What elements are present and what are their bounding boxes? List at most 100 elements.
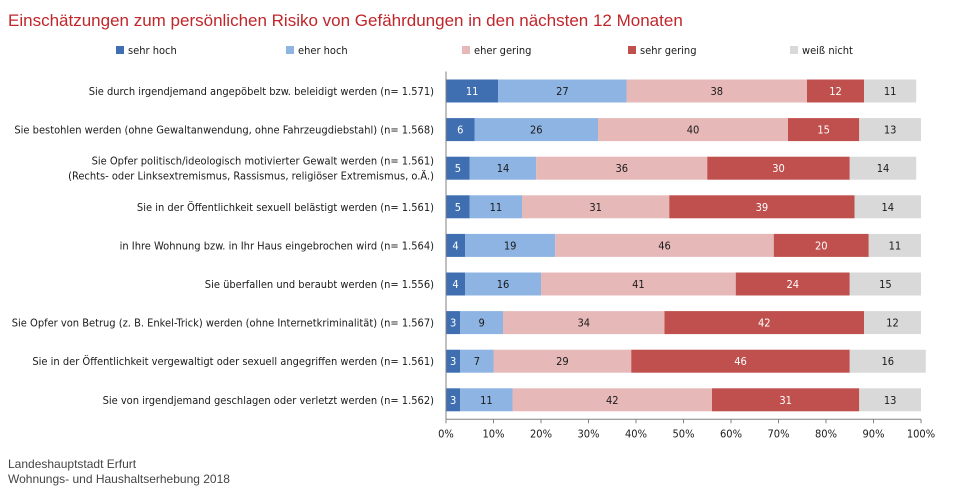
x-tick-label: 30% (578, 427, 600, 440)
value-label: 24 (786, 278, 799, 291)
value-label: 11 (889, 239, 902, 252)
bar-segment (498, 79, 627, 103)
legend-label: eher hoch (298, 44, 348, 57)
value-label: 3 (450, 394, 456, 407)
legend-swatch (462, 46, 470, 54)
value-label: 15 (879, 278, 892, 291)
bar-segment (849, 349, 926, 373)
value-label: 4 (452, 278, 458, 291)
legend-swatch (116, 46, 124, 54)
value-label: 5 (455, 162, 461, 175)
value-label: 14 (877, 162, 890, 175)
bar-segment (541, 272, 736, 296)
bar-segment (446, 233, 465, 257)
bar-segment (522, 195, 670, 219)
bar-segment (849, 156, 917, 180)
value-label: 27 (556, 85, 569, 98)
value-label: 3 (450, 317, 456, 330)
bar-segment (469, 156, 537, 180)
x-tick-label: 100% (907, 427, 935, 440)
bar-segment (598, 118, 788, 142)
bar-segment (465, 272, 541, 296)
value-label: 20 (815, 239, 828, 252)
value-label: 13 (884, 124, 897, 137)
value-label: 41 (632, 278, 645, 291)
value-label: 14 (497, 162, 510, 175)
bar-segment (664, 311, 864, 335)
category-label: in Ihre Wohnung bzw. in Ihr Haus eingebr… (120, 239, 435, 252)
x-tick-label: 20% (530, 427, 552, 440)
value-label: 16 (497, 278, 510, 291)
x-tick-label: 70% (768, 427, 790, 440)
source-line-1: Landeshauptstadt Erfurt (8, 457, 137, 471)
category-label: Sie durch irgendjemand angepöbelt bzw. b… (89, 85, 434, 98)
category-label: Sie von irgendjemand geschlagen oder ver… (103, 394, 435, 407)
category-label: Sie in der Öffentlichkeit vergewaltigt o… (32, 355, 434, 368)
bar-segment (460, 388, 513, 412)
bar-segment (735, 272, 850, 296)
bar-segment (859, 118, 921, 142)
value-label: 12 (829, 85, 842, 98)
x-tick-label: 60% (720, 427, 742, 440)
category-label: Sie bestohlen werden (ohne Gewaltanwendu… (14, 124, 434, 137)
bar-segment (807, 79, 864, 103)
value-label: 13 (884, 394, 897, 407)
category-label: (Rechts- oder Linksextremismus, Rassismu… (68, 170, 434, 183)
value-label: 46 (734, 355, 747, 368)
bar-segment (864, 79, 917, 103)
x-tick-label: 80% (815, 427, 837, 440)
value-label: 6 (457, 124, 463, 137)
x-tick-label: 10% (483, 427, 505, 440)
bar-segment (493, 349, 632, 373)
bars-area: Sie durch irgendjemand angepöbelt bzw. b… (12, 79, 926, 412)
value-label: 14 (881, 201, 894, 214)
value-label: 29 (556, 355, 569, 368)
value-label: 31 (589, 201, 602, 214)
value-label: 16 (881, 355, 894, 368)
bar-segment (854, 195, 921, 219)
value-label: 7 (474, 355, 480, 368)
bar-segment (446, 349, 461, 373)
value-label: 42 (606, 394, 619, 407)
legend-swatch (628, 46, 636, 54)
bar-segment (712, 388, 860, 412)
bar-segment (864, 311, 921, 335)
value-label: 42 (758, 317, 771, 330)
bar-segment (446, 195, 470, 219)
legend-label: eher gering (474, 44, 531, 57)
x-axis: 0% 10% 20% 30% 40% 50% 60% 70% 80% 90% 100% (438, 71, 935, 440)
chart-title: Einschätzungen zum persönlichen Risiko v… (8, 11, 683, 30)
bar-segment (859, 388, 921, 412)
legend-label: weiß nicht (802, 44, 853, 57)
bar-segment (773, 233, 869, 257)
value-label: 26 (530, 124, 543, 137)
source-line-2: Wohnungs- und Haushaltserhebung 2018 (8, 472, 230, 486)
x-tick-label: 40% (625, 427, 647, 440)
bar-segment (446, 156, 470, 180)
bar-segment (460, 349, 494, 373)
category-label: Sie Opfer von Betrug (z. B. Enkel-Trick)… (12, 317, 434, 330)
bar-segment (446, 118, 475, 142)
value-label: 34 (577, 317, 590, 330)
value-label: 36 (615, 162, 628, 175)
bar-segment (669, 195, 855, 219)
value-label: 11 (490, 201, 503, 214)
bar-segment (446, 79, 499, 103)
bar-segment (626, 79, 807, 103)
value-label: 9 (478, 317, 484, 330)
category-label: Sie überfallen und beraubt werden (n= 1.… (205, 278, 434, 291)
value-label: 46 (658, 239, 671, 252)
category-label: Sie Opfer politisch/ideologisch motivier… (92, 155, 435, 168)
value-label: 30 (772, 162, 785, 175)
x-tick-label: 50% (673, 427, 695, 440)
bar-segment (631, 349, 850, 373)
bar-segment (707, 156, 850, 180)
bar-segment (446, 388, 461, 412)
value-label: 15 (817, 124, 830, 137)
bar-segment (503, 311, 665, 335)
bar-segment (465, 233, 556, 257)
legend-swatch (286, 46, 294, 54)
value-label: 19 (504, 239, 517, 252)
